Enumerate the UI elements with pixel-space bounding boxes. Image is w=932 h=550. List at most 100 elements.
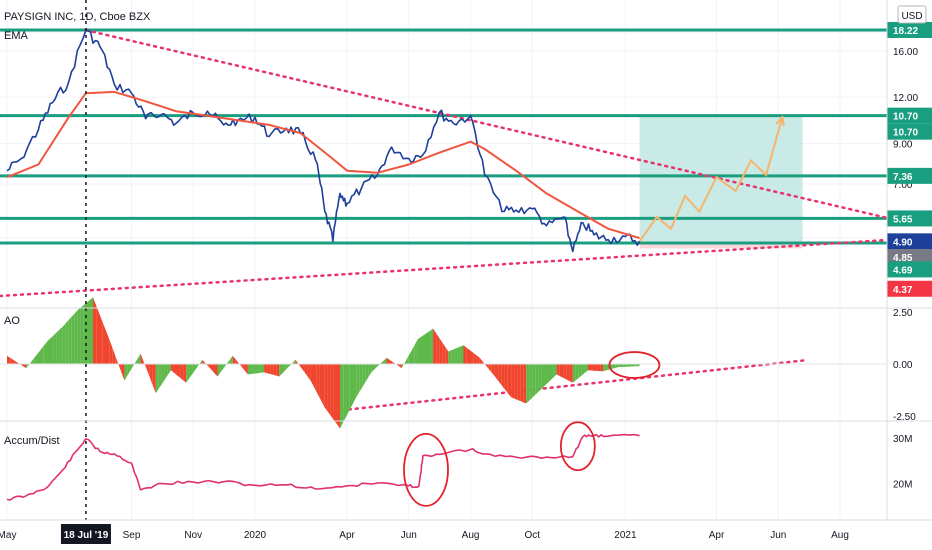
ao-bar-94[interactable] — [307, 364, 311, 381]
ao-bar-196[interactable] — [622, 364, 627, 367]
ao-bar-87[interactable] — [285, 364, 289, 370]
ao-bar-130[interactable] — [417, 337, 421, 364]
ao-bar-138[interactable] — [442, 342, 446, 364]
ao-bar-41[interactable] — [143, 361, 147, 370]
ao-bar-34[interactable] — [121, 364, 125, 381]
ao-bar-157[interactable] — [501, 364, 505, 389]
ao-bar-15[interactable] — [62, 323, 66, 364]
ao-trendline[interactable] — [333, 358, 809, 413]
ao-bar-168[interactable] — [535, 364, 539, 395]
support-trendline[interactable] — [0, 238, 889, 298]
ao-bar-77[interactable] — [254, 364, 258, 374]
ao-bar-178[interactable] — [566, 364, 570, 382]
ao-bar-127[interactable] — [408, 350, 412, 364]
ao-bar-63[interactable] — [211, 364, 215, 374]
ao-bar-2[interactable] — [14, 360, 19, 364]
ao-bar-159[interactable] — [507, 364, 512, 398]
ao-bar-89[interactable] — [292, 359, 296, 364]
ao-bar-81[interactable] — [267, 364, 271, 374]
ao-bar-23[interactable] — [87, 299, 90, 364]
ao-bar-78[interactable] — [257, 364, 261, 374]
ao-bar-175[interactable] — [556, 364, 560, 377]
ao-bar-190[interactable] — [603, 364, 607, 372]
ao-bar-172[interactable] — [547, 364, 551, 384]
ao-bar-50[interactable] — [171, 364, 174, 373]
ao-bar-150[interactable] — [479, 357, 483, 364]
ao-bar-191[interactable] — [606, 364, 610, 371]
ao-bar-126[interactable] — [405, 356, 409, 365]
ao-bar-58[interactable] — [195, 364, 200, 369]
ao-bar-84[interactable] — [276, 364, 280, 377]
ao-bar-18[interactable] — [71, 313, 75, 364]
ao-bar-198[interactable] — [631, 364, 636, 367]
trend-lines[interactable] — [0, 28, 889, 413]
ao-bar-52[interactable] — [177, 364, 181, 378]
ao-bar-145[interactable] — [463, 345, 467, 364]
ao-bar-95[interactable] — [310, 364, 314, 386]
ao-bar-169[interactable] — [538, 364, 542, 392]
ao-bar-182[interactable] — [578, 364, 582, 378]
ao-bar-186[interactable] — [591, 364, 594, 371]
currency-button[interactable]: USD — [897, 5, 927, 24]
ao-bar-129[interactable] — [414, 339, 418, 364]
ao-bar-73[interactable] — [241, 364, 245, 371]
ao-bar-14[interactable] — [59, 326, 63, 364]
ao-bar-45[interactable] — [155, 364, 159, 394]
ao-bar-148[interactable] — [473, 352, 477, 364]
ao-bar-176[interactable] — [559, 364, 564, 378]
ao-bar-8[interactable] — [39, 346, 44, 365]
ao-bar-199[interactable] — [635, 364, 640, 367]
ao-bar-100[interactable] — [324, 364, 328, 412]
ao-bar-134[interactable] — [430, 328, 434, 364]
ao-bar-132[interactable] — [424, 332, 427, 364]
ao-bar-147[interactable] — [470, 350, 474, 364]
ao-bar-49[interactable] — [167, 364, 171, 375]
ao-bar-25[interactable] — [93, 297, 97, 364]
ao-bar-111[interactable] — [359, 364, 363, 393]
ao-bar-144[interactable] — [460, 345, 464, 364]
ao-bar-161[interactable] — [514, 364, 518, 400]
ao-bar-179[interactable] — [569, 364, 573, 383]
ao-bar-9[interactable] — [43, 341, 48, 364]
ao-bar-142[interactable] — [454, 347, 458, 364]
ao-bar-6[interactable] — [30, 357, 35, 364]
ao-bar-123[interactable] — [395, 364, 399, 367]
ao-bar-92[interactable] — [301, 364, 305, 373]
ao-bar-82[interactable] — [270, 364, 274, 375]
ao-bar-56[interactable] — [189, 364, 193, 379]
ao-bar-156[interactable] — [498, 364, 502, 385]
ao-bar-120[interactable] — [386, 357, 390, 364]
ao-bar-11[interactable] — [50, 335, 54, 364]
ao-bar-153[interactable] — [488, 364, 492, 373]
ao-bar-99[interactable] — [322, 364, 325, 408]
ao-bar-21[interactable] — [80, 304, 84, 364]
ao-bar-12[interactable] — [53, 332, 57, 364]
ao-bar-44[interactable] — [152, 364, 156, 394]
ao-bar-53[interactable] — [180, 364, 184, 381]
ao-bar-160[interactable] — [511, 364, 515, 399]
ao-bar-64[interactable] — [214, 364, 218, 377]
ao-bar-24[interactable] — [90, 297, 93, 364]
ao-bar-57[interactable] — [192, 364, 196, 374]
ao-bar-185[interactable] — [588, 364, 591, 371]
ao-bar-46[interactable] — [158, 364, 162, 389]
ao-bar-71[interactable] — [235, 359, 239, 364]
ao-bar-194[interactable] — [615, 364, 619, 368]
ao-bar-98[interactable] — [319, 364, 322, 403]
ao-bar-166[interactable] — [529, 364, 533, 401]
ao-bar-197[interactable] — [626, 364, 632, 367]
ao-bar-113[interactable] — [365, 364, 369, 383]
ao-bar-74[interactable] — [244, 364, 248, 375]
ao-bar-139[interactable] — [445, 346, 449, 364]
ao-bar-30[interactable] — [109, 339, 113, 364]
ao-bar-7[interactable] — [34, 351, 39, 364]
ao-bar-137[interactable] — [439, 337, 443, 364]
ao-bar-27[interactable] — [99, 314, 103, 364]
ao-bar-75[interactable] — [247, 364, 252, 375]
ao-bar-107[interactable] — [346, 364, 350, 416]
ao-bar-187[interactable] — [594, 364, 598, 371]
ao-bar-4[interactable] — [22, 364, 27, 369]
ao-bar-67[interactable] — [223, 364, 227, 369]
ao-bar-90[interactable] — [295, 359, 299, 364]
ao-bar-110[interactable] — [356, 364, 360, 398]
